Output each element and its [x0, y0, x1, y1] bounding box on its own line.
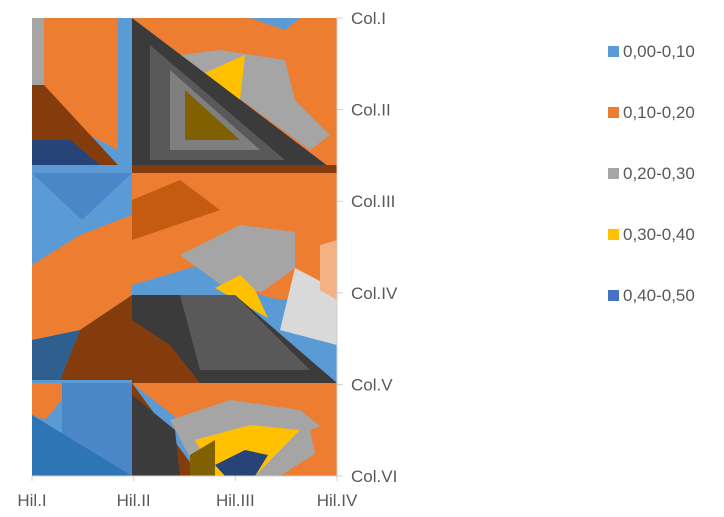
surface-patch [180, 295, 310, 370]
surface-patch [32, 215, 132, 340]
x-tick-label: Hil.I [17, 491, 46, 510]
x-tick-label: Hil.II [117, 491, 151, 510]
legend-swatch [608, 168, 619, 179]
legend-entry-label: 0,00-0,10 [623, 42, 695, 61]
x-axis-tick-labels: Hil.I Hil.II Hil.III Hil.IV [17, 491, 358, 510]
legend-entry-label: 0,30-0,40 [623, 225, 695, 244]
plot-area [32, 18, 337, 476]
surface-patch [320, 240, 337, 300]
surface-patch [32, 18, 44, 92]
surface-patch [32, 415, 132, 476]
surface-patch [215, 275, 268, 318]
legend-swatch [608, 46, 619, 57]
surface-patch [32, 173, 132, 220]
surface-patch [60, 295, 132, 380]
x-tick-label: Hil.IV [317, 491, 358, 510]
surface-patch [118, 18, 132, 173]
surface-patch [132, 180, 220, 240]
surface-patch [250, 18, 300, 30]
surface-patch [180, 225, 295, 292]
legend-entry-label: 0,40-0,50 [623, 286, 695, 305]
legend-entry-label: 0,10-0,20 [623, 103, 695, 122]
surface-patch [32, 140, 100, 165]
surface-patch [200, 55, 275, 130]
surface-patch [215, 450, 268, 476]
surface-patch [185, 90, 240, 140]
y-tick-label: Col.III [351, 192, 395, 211]
surface-patch [32, 383, 62, 420]
x-tick-label: Hil.III [216, 491, 255, 510]
tick-marks [31, 17, 343, 481]
surface-patch [132, 395, 180, 476]
surface-patch [132, 320, 200, 383]
y-tick-label: Col.IV [351, 284, 398, 303]
legend-entry-label: 0,20-0,30 [623, 164, 695, 183]
surface-patch [132, 165, 337, 173]
legend-swatch [608, 107, 619, 118]
surface-patch [310, 420, 337, 476]
surface-patch [190, 440, 215, 476]
legend: 0,00-0,10 0,10-0,20 0,20-0,30 0,30-0,40 0,40… [608, 42, 695, 305]
y-tick-label: Col.VI [351, 467, 397, 486]
y-axis-tick-labels: Col.I Col.II Col.III Col.IV Col.V Col.VI [351, 9, 398, 486]
legend-swatch [608, 229, 619, 240]
y-tick-label: Col.I [351, 9, 386, 28]
y-tick-label: Col.V [351, 375, 393, 394]
legend-swatch [608, 290, 619, 301]
surface-patch [262, 80, 270, 92]
y-tick-label: Col.II [351, 101, 391, 120]
surface-patch [32, 330, 80, 380]
